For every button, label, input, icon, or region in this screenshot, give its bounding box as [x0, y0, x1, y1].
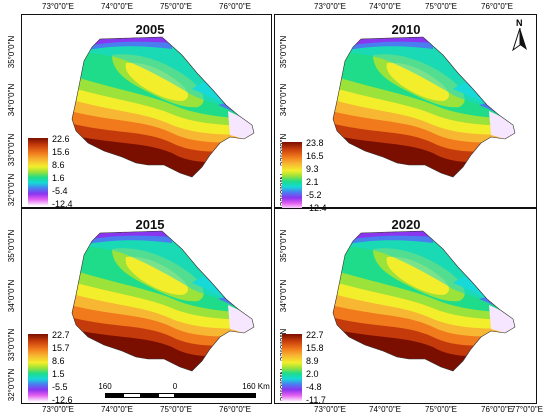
top-lon-tick-73-right: 73°0"0"E [313, 2, 347, 11]
lat-tick-35-top: 35°0"0"N [7, 35, 16, 69]
scale-segment [105, 393, 123, 398]
top-lon-tick-76: 76°0"0"E [218, 2, 252, 11]
scale-label-right: 160 Km [242, 382, 270, 391]
legend-value: 2.0 [306, 369, 319, 379]
lat-tick-33-top: 33°0"0"N [7, 133, 16, 167]
lat-tick-32-top: 32°0"0"N [7, 173, 16, 207]
legend-value: 8.6 [52, 160, 65, 170]
scale-segment [175, 393, 256, 398]
legend-value: -5.5 [52, 382, 68, 392]
lat-tick-35-bottom: 35°0"0"N [7, 229, 16, 263]
legend-value: 15.7 [52, 343, 70, 353]
year-label-2010: 2010 [391, 22, 421, 37]
legend-value: 22.7 [52, 330, 70, 340]
scale-segment [123, 393, 141, 398]
lat-tick-33-bottom: 33°0"0"N [7, 328, 16, 362]
legend-value: 22.7 [306, 330, 324, 340]
bottom-lon-tick-75-right: 75°0"0"E [424, 405, 458, 414]
top-lon-tick-75: 75°0"0"E [159, 2, 193, 11]
legend-value: 9.3 [306, 164, 319, 174]
scale-segment [141, 393, 158, 398]
legend-2020: 22.7 15.8 8.9 2.0 -4.8 -11.7 [282, 330, 344, 405]
year-label-2015: 2015 [135, 217, 165, 232]
bottom-lon-tick-74-right: 74°0"0"E [368, 405, 402, 414]
top-lon-tick-73: 73°0"0"E [41, 2, 75, 11]
top-lon-tick-76-right: 76°0"0"E [480, 2, 514, 11]
north-arrow-icon [512, 28, 527, 52]
legend-value: -4.8 [306, 382, 322, 392]
top-lon-tick-75-right: 75°0"0"E [424, 2, 458, 11]
legend-2005: 22.6 15.6 8.6 1.6 -5.4 -12.4 [28, 134, 90, 209]
legend-value: -12.4 [52, 199, 73, 209]
year-label-2020: 2020 [391, 217, 421, 232]
legend-value: 22.6 [52, 134, 70, 144]
legend-value: 8.9 [306, 356, 319, 366]
scale-label-zero: 0 [172, 382, 178, 391]
bottom-lon-tick-73-right: 73°0"0"E [313, 405, 347, 414]
legend-value: 15.6 [52, 147, 70, 157]
bottom-lon-tick-73: 73°0"0"E [41, 405, 75, 414]
panel-2020 [274, 208, 537, 404]
legend-2015: 22.7 15.7 8.6 1.5 -5.5 -12.6 [28, 330, 90, 405]
bottom-lon-tick-76: 76°0"0"E [218, 405, 252, 414]
legend-value: -5.2 [306, 190, 322, 200]
top-lon-tick-74-right: 74°0"0"E [368, 2, 402, 11]
top-lon-tick-74: 74°0"0"E [100, 2, 134, 11]
legend-2010: 23.8 16.5 9.3 2.1 -5.2 -12.4 [282, 138, 344, 213]
bottom-lon-tick-74: 74°0"0"E [100, 405, 134, 414]
panel-2005 [21, 14, 272, 208]
color-ramp [28, 334, 48, 402]
color-ramp [28, 138, 48, 206]
lat-tick-32-bottom: 32°0"0"N [7, 368, 16, 402]
bottom-lon-tick-77: 77°0"0"E [510, 405, 544, 414]
panel-2015 [21, 208, 272, 404]
bottom-lon-tick-75: 75°0"0"E [159, 405, 193, 414]
lat-tick-34-bottom: 34°0"0"N [7, 279, 16, 313]
legend-value: 23.8 [306, 138, 324, 148]
north-letter: N [516, 18, 523, 28]
lat-tick-34-top: 34°0"0"N [7, 83, 16, 117]
legend-value: -11.7 [306, 395, 326, 405]
year-label-2005: 2005 [135, 22, 165, 37]
legend-value: -12.6 [52, 395, 73, 405]
scale-segment [158, 393, 175, 398]
north-arrow: N [510, 18, 530, 52]
legend-value: -5.4 [52, 186, 68, 196]
legend-value: 2.1 [306, 177, 319, 187]
scale-label-left: 160 [98, 382, 112, 391]
legend-value: 16.5 [306, 151, 324, 161]
scale-bar: 160 0 160 Km [98, 382, 270, 404]
color-ramp [282, 142, 302, 210]
legend-value: 1.6 [52, 173, 65, 183]
legend-value: 15.8 [306, 343, 324, 353]
color-ramp [282, 334, 302, 402]
bottom-lon-tick-76-right: 76°0"0"E [480, 405, 514, 414]
legend-value: 8.6 [52, 356, 65, 366]
legend-value: 1.5 [52, 369, 65, 379]
panel-2010 [274, 14, 537, 208]
